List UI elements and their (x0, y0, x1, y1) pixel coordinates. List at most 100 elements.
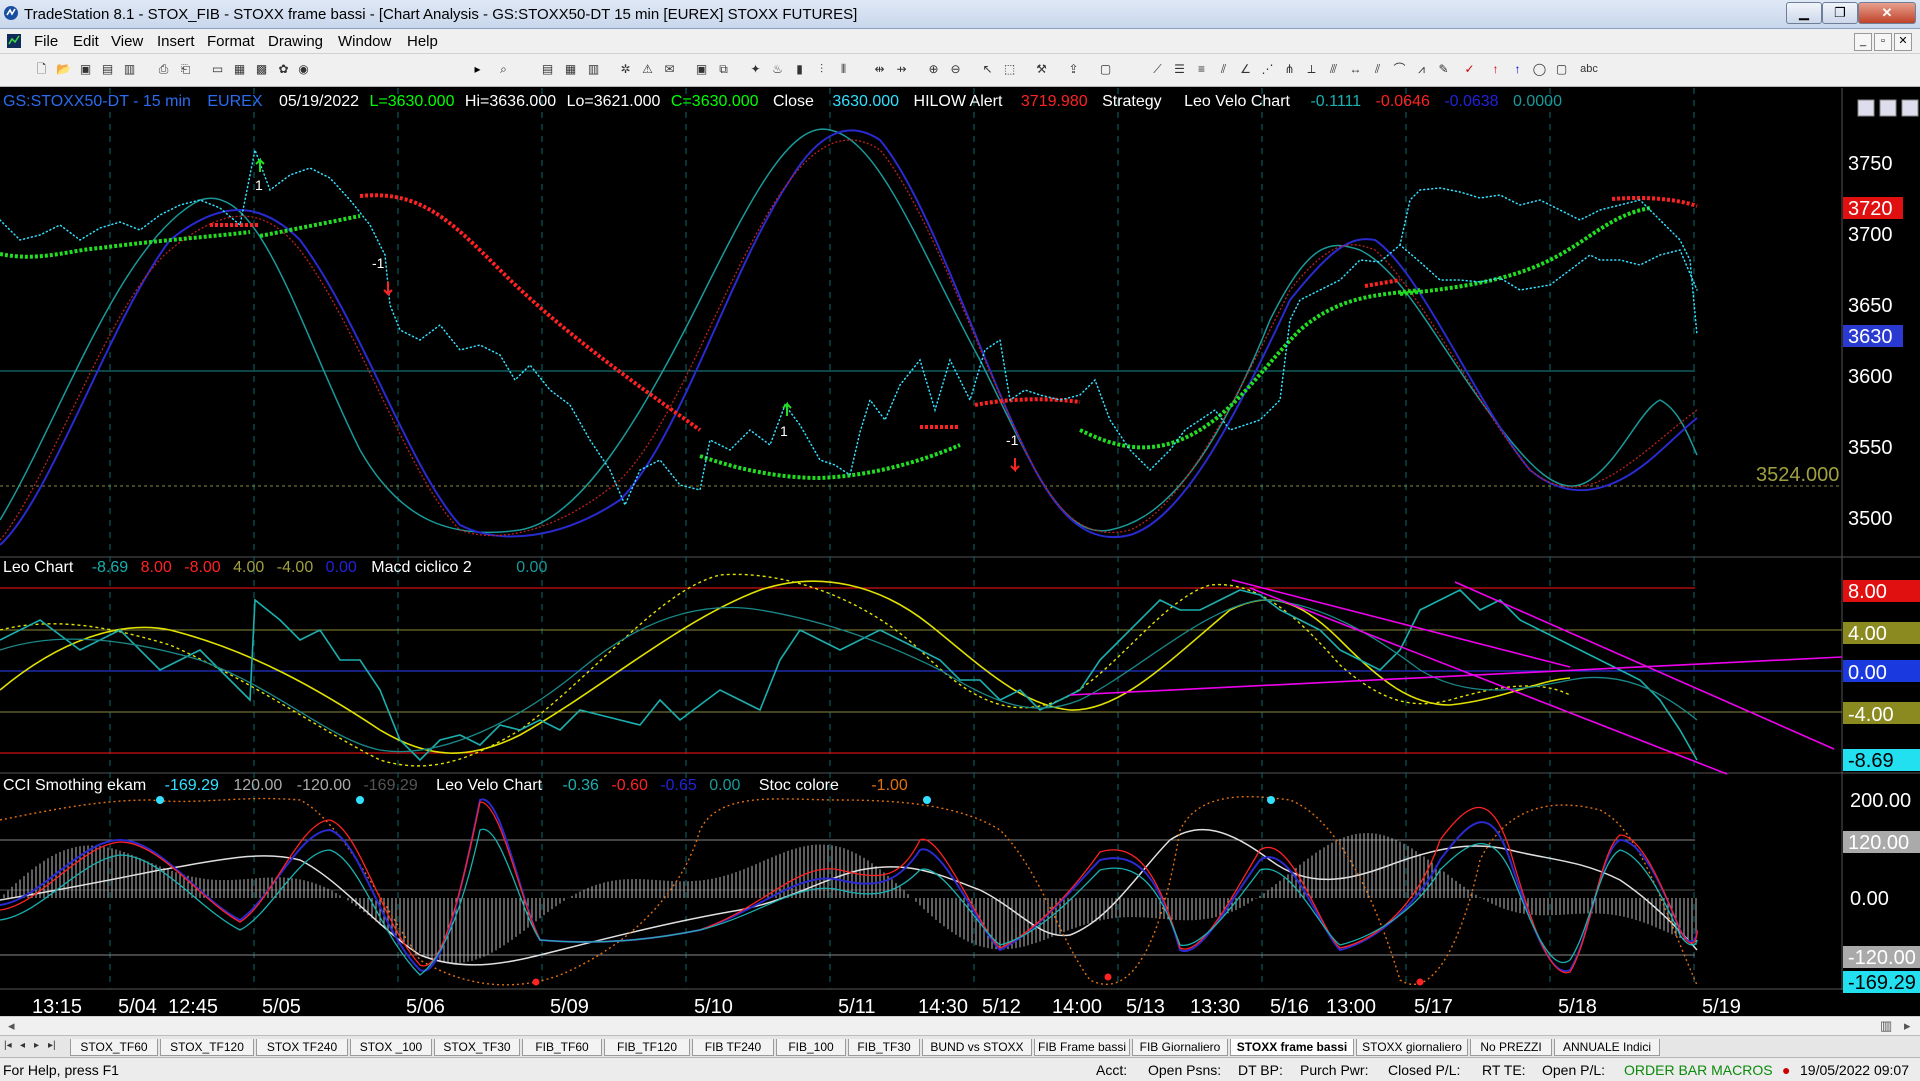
chart-area[interactable]: GS:STOXX50-DT - 15 min EUREX 05/19/2022 … (0, 88, 1920, 1018)
drag-zoom-icon[interactable]: ⬚ (1003, 62, 1016, 76)
pane-close-button[interactable] (1901, 99, 1919, 117)
regression-icon[interactable]: ⟂ (1307, 62, 1316, 76)
menu-drawing[interactable]: Drawing (268, 33, 324, 50)
cascade-icon[interactable]: ⧉ (719, 62, 728, 76)
menu-insert[interactable]: Insert (157, 33, 195, 50)
scroll-left-icon[interactable]: ◂ (8, 1018, 15, 1033)
horizontal-lines-icon[interactable]: ☰ (1174, 62, 1185, 76)
pane-minimize-button[interactable] (1857, 99, 1875, 117)
trendline-icon[interactable]: ⟋ (1153, 62, 1162, 76)
insert-indicator-icon[interactable]: ✦ (750, 62, 761, 76)
globe-icon[interactable]: ◉ (298, 62, 309, 76)
chart-canvas[interactable]: GS:STOXX50-DT - 15 min EUREX 05/19/2022 … (0, 88, 1920, 1018)
tab-fib-tf30[interactable]: FIB_TF30 (848, 1039, 920, 1056)
parallel-lines-icon[interactable]: ⫽ (1374, 62, 1381, 76)
pointer-icon[interactable]: ↖ (982, 62, 993, 76)
ellipse-icon[interactable]: ◯ (1532, 62, 1547, 76)
tab-fib-giornaliero[interactable]: FIB Giornaliero (1132, 1039, 1228, 1056)
alerts-icon[interactable]: ⚠ (642, 62, 653, 76)
matrix-icon[interactable]: ▥ (587, 62, 600, 76)
format-tools-icon[interactable]: ⚒ (1036, 62, 1047, 76)
chart-bar-icon[interactable]: ▮ (796, 62, 803, 76)
save-icon[interactable]: ▣ (79, 62, 92, 76)
document-icon[interactable]: ▤ (101, 62, 114, 76)
tab-fib-tf120[interactable]: FIB_TF120 (604, 1039, 690, 1056)
text-tool-icon[interactable]: abc (1580, 63, 1598, 75)
tab-prev-icon[interactable]: ◂ (20, 1040, 26, 1051)
print-icon[interactable]: ⎙ (158, 62, 169, 76)
grid-icon[interactable]: ▩ (255, 62, 268, 76)
horizontal-arrow-icon[interactable]: ↔ (1349, 62, 1362, 76)
arc-icon[interactable]: ⌒ (1393, 62, 1406, 76)
layout-icon[interactable]: ▦ (233, 62, 246, 76)
menu-file[interactable]: File (34, 33, 59, 50)
tab-next-icon[interactable]: ▸ (34, 1040, 40, 1051)
pitchfork-icon[interactable]: ⋔ (1284, 62, 1295, 76)
status-order-bar-macros[interactable]: ORDER BAR MACROS (1624, 1062, 1773, 1078)
folder-icon[interactable]: ▥ (123, 62, 136, 76)
bar-spacing-increase-icon[interactable]: ⇹ (874, 62, 885, 76)
message-icon[interactable]: ✉ (664, 62, 675, 76)
tab-fib-tf60[interactable]: FIB_TF60 (522, 1039, 602, 1056)
tab-annuale-indici[interactable]: ANNUALE Indici (1554, 1039, 1660, 1056)
tab-stox-tf240[interactable]: STOX TF240 (256, 1039, 348, 1056)
tab-fib-tf240[interactable]: FIB TF240 (692, 1039, 774, 1056)
trendline-4[interactable] (1249, 587, 1728, 775)
close-button[interactable]: ✕ (1858, 2, 1916, 24)
open-icon[interactable]: 📂 (56, 62, 71, 76)
bar-spacing-decrease-icon[interactable]: ⇸ (896, 62, 907, 76)
tab-bund-vs-stoxx[interactable]: BUND vs STOXX (922, 1039, 1032, 1056)
angle-icon[interactable]: ∠ (1240, 62, 1251, 76)
export-icon[interactable]: ⇪ (1068, 62, 1079, 76)
bar-chart-icon[interactable]: ⫴ (840, 62, 847, 76)
maximize-button[interactable]: ❐ (1822, 2, 1858, 24)
workspace-icon[interactable]: ▣ (695, 62, 708, 76)
menu-view[interactable]: View (111, 33, 144, 50)
new-icon[interactable]: 🗋 (36, 62, 47, 76)
chart-window-icon[interactable]: ▤ (541, 62, 554, 76)
tab-stox-tf60[interactable]: STOX_TF60 (70, 1039, 158, 1056)
scroll-bars-icon[interactable]: ▥ (1880, 1018, 1893, 1033)
tick-mark-icon[interactable]: ✓ (1464, 62, 1475, 76)
pane-restore-button[interactable] (1879, 99, 1897, 117)
insert-strategy-icon[interactable]: ♨ (772, 62, 783, 76)
fib-icon[interactable]: ≡ (1197, 62, 1205, 76)
data-window-icon[interactable]: ▢ (1099, 62, 1112, 76)
scroll-right-icon[interactable]: ▸ (1904, 1018, 1911, 1033)
menu-window[interactable]: Window (338, 33, 392, 50)
menu-help[interactable]: Help (407, 33, 438, 50)
speed-lines-icon[interactable]: ⫻ (1329, 62, 1338, 76)
channel-icon[interactable]: ⫽ (1220, 62, 1227, 76)
trendline-1[interactable] (1231, 579, 1571, 668)
menu-format[interactable]: Format (207, 33, 255, 50)
trendline-2[interactable] (1069, 656, 1843, 696)
tab-stox-100[interactable]: STOX _100 (350, 1039, 432, 1056)
window-icon[interactable]: ▭ (211, 62, 224, 76)
menu-edit[interactable]: Edit (73, 33, 99, 50)
mdi-close-button[interactable]: ✕ (1894, 33, 1912, 51)
scanner-icon[interactable]: ✲ (620, 62, 631, 76)
chart-type-icon[interactable]: ⫶ (819, 62, 823, 76)
rectangle-icon[interactable]: ▢ (1555, 62, 1568, 76)
zoom-out-icon[interactable]: ⊖ (950, 62, 961, 76)
tab-fib-frame-bassi[interactable]: FIB Frame bassi (1034, 1039, 1130, 1056)
tab-last-icon[interactable]: ▸| (48, 1040, 56, 1051)
gann-fan-icon[interactable]: ⋰ (1261, 62, 1274, 76)
tab-first-icon[interactable]: |◂ (4, 1040, 12, 1051)
tab-stoxx-giornaliero[interactable]: STOXX giornaliero (1356, 1039, 1468, 1056)
tab-stoxx-frame-bassi[interactable]: STOXX frame bassi (1230, 1039, 1354, 1056)
arrow-up-icon[interactable]: ↑ (1492, 62, 1499, 76)
mdi-minimize-button[interactable]: _ (1854, 33, 1872, 51)
symbol-lookup-icon[interactable]: ⌕ (500, 62, 507, 76)
tab-fib-100[interactable]: FIB_100 (776, 1039, 846, 1056)
tab-no-prezzi[interactable]: No PREZZI (1470, 1039, 1552, 1056)
symbol-go-arrow-icon[interactable]: ▸ (474, 62, 481, 76)
zoom-in-icon[interactable]: ⊕ (928, 62, 939, 76)
pencil-icon[interactable]: ✎ (1438, 62, 1449, 76)
trendline-3[interactable] (1454, 581, 1835, 750)
palette-icon[interactable]: ✿ (278, 62, 289, 76)
arrow-up-blue-icon[interactable]: ↑ (1514, 62, 1521, 76)
print-preview-icon[interactable]: ⎗ (180, 62, 191, 76)
andrews-icon[interactable]: ⩘ (1418, 62, 1425, 76)
mdi-restore-button[interactable]: ▫ (1874, 33, 1892, 51)
